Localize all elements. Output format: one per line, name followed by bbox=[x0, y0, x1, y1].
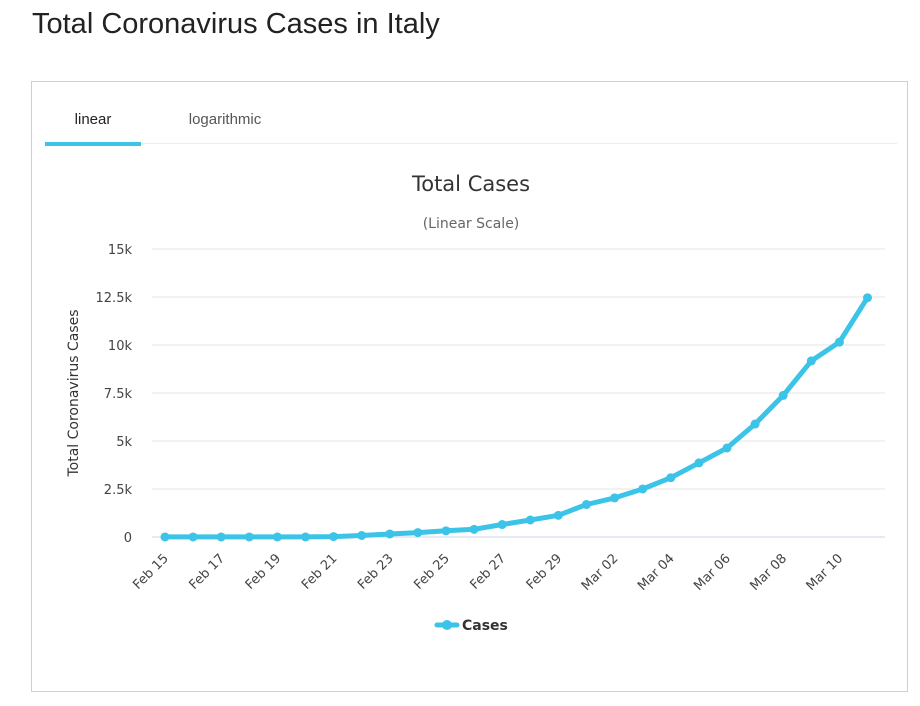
x-tick-label: Feb 19 bbox=[243, 551, 285, 593]
data-point[interactable] bbox=[582, 499, 591, 509]
data-point[interactable] bbox=[666, 473, 676, 483]
x-tick-label: Feb 29 bbox=[524, 551, 566, 593]
data-point[interactable] bbox=[553, 510, 563, 520]
data-point[interactable] bbox=[385, 529, 395, 539]
data-point[interactable] bbox=[160, 532, 170, 542]
data-point[interactable] bbox=[357, 530, 367, 540]
tab-linear-label: linear bbox=[74, 111, 112, 128]
line-chart: Total Cases (Linear Scale) Total Coronav… bbox=[66, 172, 885, 634]
x-tick-label: Feb 17 bbox=[187, 551, 229, 593]
y-tick-label: 0 bbox=[124, 531, 132, 546]
data-point[interactable] bbox=[329, 532, 339, 542]
data-point[interactable] bbox=[863, 293, 872, 303]
grid-lines bbox=[152, 248, 885, 538]
chart-subtitle: (Linear Scale) bbox=[423, 216, 520, 232]
x-tick-label: Feb 27 bbox=[468, 551, 510, 593]
data-point[interactable] bbox=[722, 443, 732, 453]
y-tick-label: 2.5k bbox=[104, 483, 133, 498]
y-tick-label: 12.5k bbox=[96, 291, 133, 306]
data-point[interactable] bbox=[497, 520, 507, 530]
data-point[interactable] bbox=[694, 458, 704, 468]
x-axis-ticks: Feb 15 Feb 17 Feb 19 Feb 21 Feb 23 Feb 25 Feb … bbox=[130, 551, 846, 594]
data-point[interactable] bbox=[301, 532, 310, 542]
data-point[interactable] bbox=[272, 532, 282, 542]
data-point[interactable] bbox=[638, 484, 648, 494]
legend-marker bbox=[442, 620, 452, 630]
y-tick-label: 10k bbox=[108, 339, 133, 354]
x-tick-label: Feb 15 bbox=[130, 551, 172, 593]
data-point[interactable] bbox=[216, 532, 226, 542]
active-tab-indicator bbox=[45, 142, 141, 146]
x-tick-label: Mar 02 bbox=[579, 551, 622, 594]
y-axis-ticks: 0 2.5k 5k 7.5k 10k 12.5k 15k bbox=[96, 243, 133, 546]
chart-card: linear logarithmic Total Cases (Linear S… bbox=[31, 81, 908, 692]
y-axis-label: Total Coronavirus Cases bbox=[66, 309, 82, 477]
page-title: Total Coronavirus Cases in Italy bbox=[32, 8, 440, 40]
tab-logarithmic-label: logarithmic bbox=[188, 111, 262, 128]
legend-label-cases[interactable]: Cases bbox=[462, 618, 508, 634]
tab-linear[interactable]: linear bbox=[45, 82, 141, 146]
chart-title: Total Cases bbox=[411, 172, 530, 196]
data-point[interactable] bbox=[750, 419, 760, 429]
x-tick-label: Mar 08 bbox=[747, 551, 790, 594]
y-tick-label: 5k bbox=[116, 435, 132, 450]
data-point[interactable] bbox=[834, 337, 844, 347]
y-tick-label: 7.5k bbox=[104, 387, 133, 402]
series-line-cases bbox=[162, 295, 870, 540]
data-point[interactable] bbox=[413, 528, 423, 538]
legend[interactable]: Cases bbox=[434, 618, 508, 634]
series-cases bbox=[160, 293, 872, 542]
y-tick-label: 15k bbox=[108, 243, 133, 258]
data-point[interactable] bbox=[806, 356, 816, 366]
x-tick-label: Feb 25 bbox=[411, 551, 453, 593]
data-point[interactable] bbox=[610, 493, 620, 503]
data-point[interactable] bbox=[778, 390, 788, 400]
x-tick-label: Mar 10 bbox=[804, 551, 847, 594]
x-tick-label: Feb 21 bbox=[299, 551, 341, 593]
data-point[interactable] bbox=[469, 524, 479, 534]
data-point[interactable] bbox=[525, 515, 535, 525]
data-point[interactable] bbox=[244, 532, 254, 542]
x-tick-label: Feb 23 bbox=[355, 551, 397, 593]
x-tick-label: Mar 04 bbox=[635, 551, 678, 594]
tab-logarithmic[interactable]: logarithmic bbox=[165, 82, 285, 143]
data-point[interactable] bbox=[188, 532, 198, 542]
scale-tabs: linear logarithmic bbox=[45, 82, 897, 146]
data-point[interactable] bbox=[441, 526, 451, 536]
x-tick-label: Mar 06 bbox=[691, 551, 734, 594]
